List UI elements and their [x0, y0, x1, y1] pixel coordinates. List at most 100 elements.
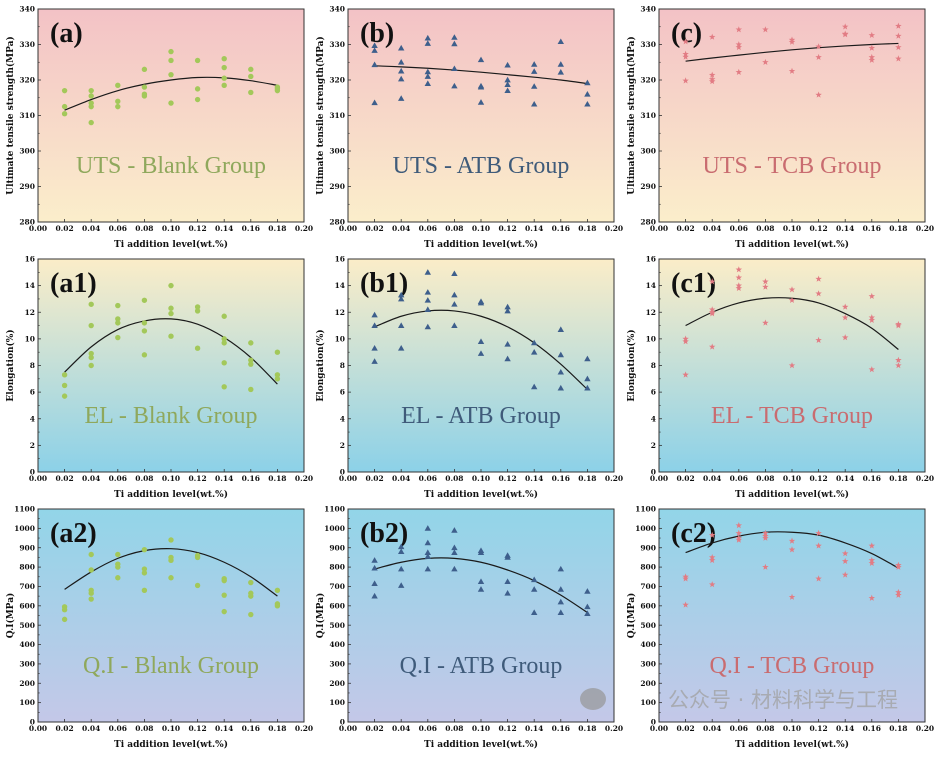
- x-axis-label: Ti addition level(wt.%): [424, 739, 538, 750]
- data-point: [398, 322, 405, 328]
- data-point: [868, 56, 876, 63]
- y-tick-label: 16: [25, 255, 35, 264]
- data-point: [504, 81, 511, 88]
- plot-area: [347, 508, 615, 723]
- data-point: [557, 326, 564, 332]
- data-point: [88, 322, 94, 329]
- data-point: [557, 61, 564, 67]
- data-point: [735, 43, 743, 51]
- x-tick-label: 0.16: [863, 224, 881, 233]
- y-axis-label: Elongation(%): [5, 329, 16, 401]
- x-tick-label: 0.12: [188, 724, 206, 733]
- data-point: [371, 557, 378, 563]
- data-point: [504, 578, 511, 585]
- y-tick-label: 330: [19, 40, 35, 49]
- data-point: [762, 563, 769, 570]
- x-tick-label: 0.04: [703, 474, 721, 483]
- x-tick-label: 0.02: [55, 724, 73, 733]
- data-point: [221, 340, 227, 346]
- data-point: [424, 525, 431, 531]
- data-point: [194, 554, 201, 561]
- data-point: [398, 95, 405, 101]
- data-point: [868, 292, 876, 300]
- data-point: [115, 82, 121, 89]
- y-axis-label: Ultimate tensile strength(MPa): [5, 36, 16, 194]
- x-tick-label: 0.04: [82, 224, 100, 233]
- fit-curve: [64, 76, 278, 111]
- data-point: [168, 557, 174, 564]
- chart-panel-a2: 0.00 0.02 0.04 0.06 0.08 0.10 0.12 0.14 0.16 0.18…: [5, 505, 313, 750]
- wechat-icon: [580, 688, 606, 710]
- data-point: [477, 338, 485, 344]
- data-point: [371, 47, 378, 53]
- data-point: [88, 93, 94, 99]
- y-tick-label: 800: [640, 563, 656, 572]
- data-point: [115, 316, 121, 322]
- data-point: [788, 362, 796, 369]
- data-point: [398, 582, 405, 588]
- y-tick-label: 400: [19, 640, 35, 649]
- group-label: EL - Blank Group: [84, 403, 257, 429]
- y-tick-label: 100: [329, 698, 345, 707]
- data-point: [194, 582, 201, 589]
- data-point: [168, 333, 174, 339]
- y-tick-label: 0: [340, 718, 345, 727]
- y-tick-label: 10: [25, 334, 35, 343]
- data-point: [88, 119, 94, 126]
- data-point: [398, 291, 405, 298]
- y-tick-label: 800: [329, 563, 345, 572]
- y-tick-label: 310: [19, 111, 35, 120]
- y-tick-label: 600: [19, 601, 35, 610]
- x-tick-label: 0.10: [162, 474, 180, 483]
- y-tick-label: 280: [19, 218, 35, 227]
- data-point: [88, 301, 94, 307]
- y-tick-label: 4: [340, 414, 345, 423]
- data-point: [451, 527, 458, 533]
- x-axis-label: Ti addition level(wt.%): [424, 239, 538, 250]
- data-point: [451, 322, 458, 328]
- y-tick-label: 10: [335, 334, 345, 343]
- data-point: [762, 278, 769, 285]
- data-point: [895, 563, 902, 570]
- data-point: [735, 536, 743, 543]
- panel-label: (a2): [50, 518, 97, 549]
- x-tick-label: 0.18: [268, 474, 286, 483]
- y-tick-label: 400: [329, 640, 345, 649]
- x-tick-label: 0.18: [268, 224, 286, 233]
- data-point: [682, 575, 689, 582]
- data-point: [531, 586, 538, 592]
- data-point: [451, 270, 458, 277]
- x-axis-label: Ti addition level(wt.%): [114, 739, 228, 750]
- data-point: [895, 362, 902, 369]
- data-point: [504, 554, 511, 560]
- data-point: [274, 349, 281, 355]
- data-point: [398, 44, 405, 51]
- x-tick-label: 0.04: [703, 724, 721, 733]
- y-tick-label: 12: [25, 308, 35, 317]
- data-point: [221, 336, 227, 342]
- plot-area: [37, 8, 305, 223]
- y-tick-label: 4: [651, 414, 656, 423]
- data-point: [168, 71, 174, 78]
- x-tick-label: 0.06: [109, 474, 127, 483]
- x-tick-label: 0.06: [109, 724, 127, 733]
- data-point: [61, 372, 68, 378]
- data-point: [477, 299, 485, 306]
- data-point: [815, 542, 822, 549]
- data-point: [371, 322, 378, 328]
- panel-label: (a1): [50, 268, 97, 299]
- x-tick-label: 0.06: [730, 474, 748, 483]
- data-point: [248, 340, 254, 346]
- x-tick-label: 0.20: [916, 474, 934, 483]
- data-point: [708, 310, 716, 317]
- data-point: [531, 383, 538, 390]
- x-tick-label: 0.04: [392, 474, 410, 483]
- x-tick-label: 0.20: [605, 224, 623, 233]
- fit-curve: [685, 531, 899, 569]
- data-point: [788, 537, 796, 544]
- data-point: [504, 87, 511, 94]
- x-tick-label: 0.06: [109, 224, 127, 233]
- data-point: [477, 99, 485, 105]
- data-point: [557, 609, 564, 615]
- data-point: [115, 98, 121, 105]
